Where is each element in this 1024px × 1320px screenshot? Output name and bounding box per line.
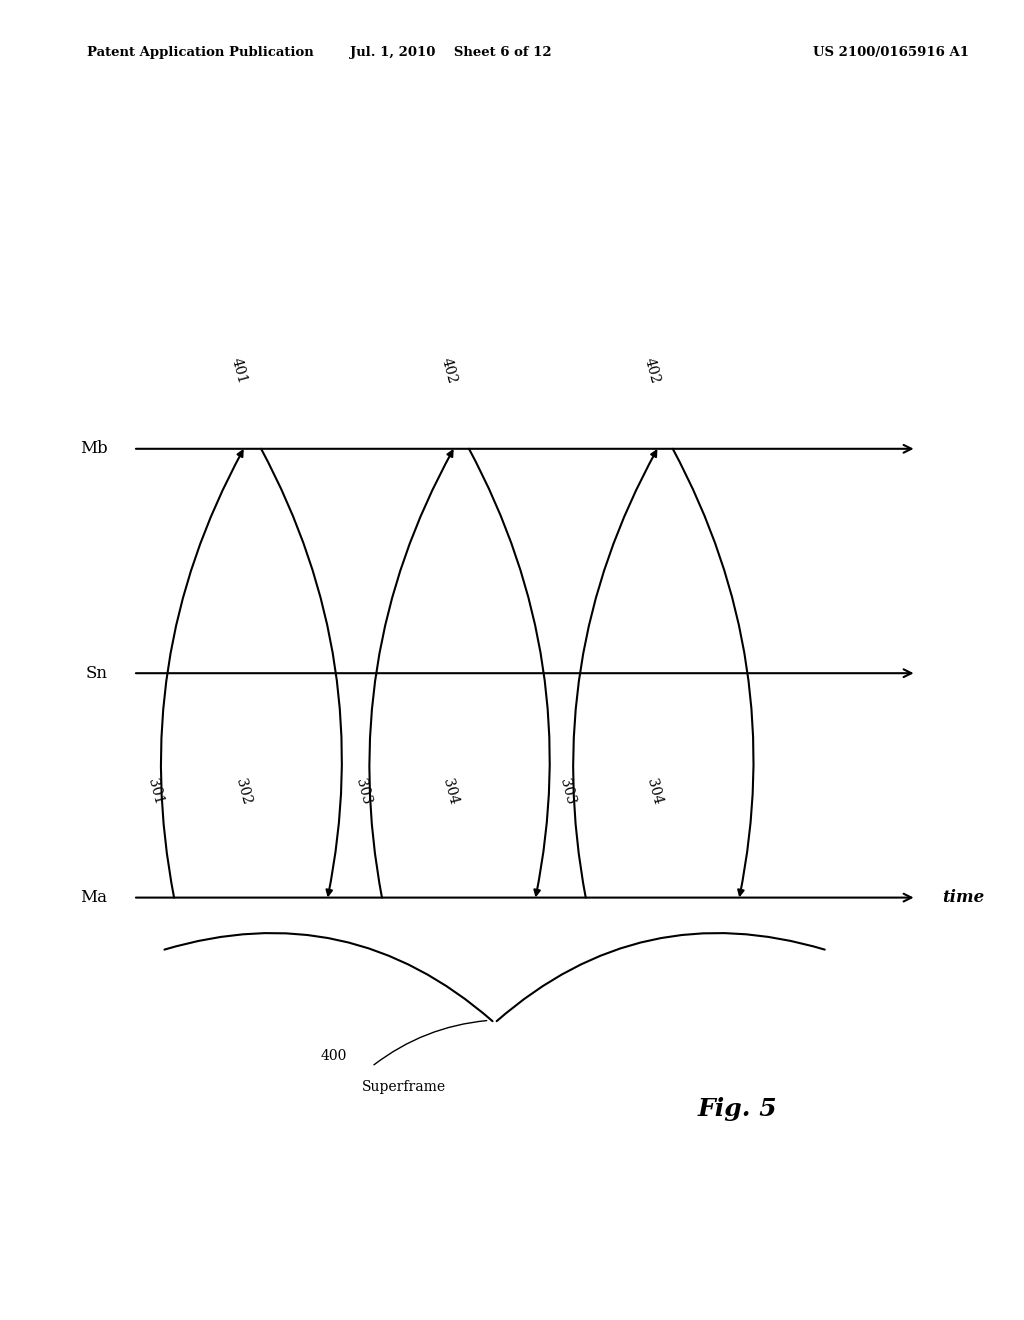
Text: Patent Application Publication: Patent Application Publication [87, 46, 313, 59]
FancyArrowPatch shape [370, 451, 453, 898]
Text: 402: 402 [642, 356, 663, 385]
FancyArrowPatch shape [161, 451, 243, 898]
Text: Sn: Sn [86, 665, 108, 681]
Text: 303: 303 [557, 777, 578, 807]
Text: 301: 301 [145, 777, 166, 807]
FancyArrowPatch shape [469, 449, 550, 895]
FancyArrowPatch shape [261, 449, 342, 895]
Text: 402: 402 [438, 356, 459, 385]
FancyArrowPatch shape [673, 449, 754, 895]
Text: Ma: Ma [81, 890, 108, 906]
Text: 401: 401 [228, 356, 249, 385]
Text: Jul. 1, 2010    Sheet 6 of 12: Jul. 1, 2010 Sheet 6 of 12 [350, 46, 551, 59]
Text: time: time [942, 890, 984, 906]
FancyArrowPatch shape [573, 451, 656, 898]
Text: 304: 304 [644, 777, 665, 807]
Text: 400: 400 [321, 1049, 347, 1064]
Text: 304: 304 [440, 777, 461, 807]
Text: Mb: Mb [80, 441, 108, 457]
Text: Superframe: Superframe [361, 1080, 445, 1094]
Text: Fig. 5: Fig. 5 [697, 1097, 777, 1121]
Text: US 2100/0165916 A1: US 2100/0165916 A1 [813, 46, 969, 59]
Text: 302: 302 [232, 777, 253, 807]
Text: 303: 303 [353, 777, 374, 807]
